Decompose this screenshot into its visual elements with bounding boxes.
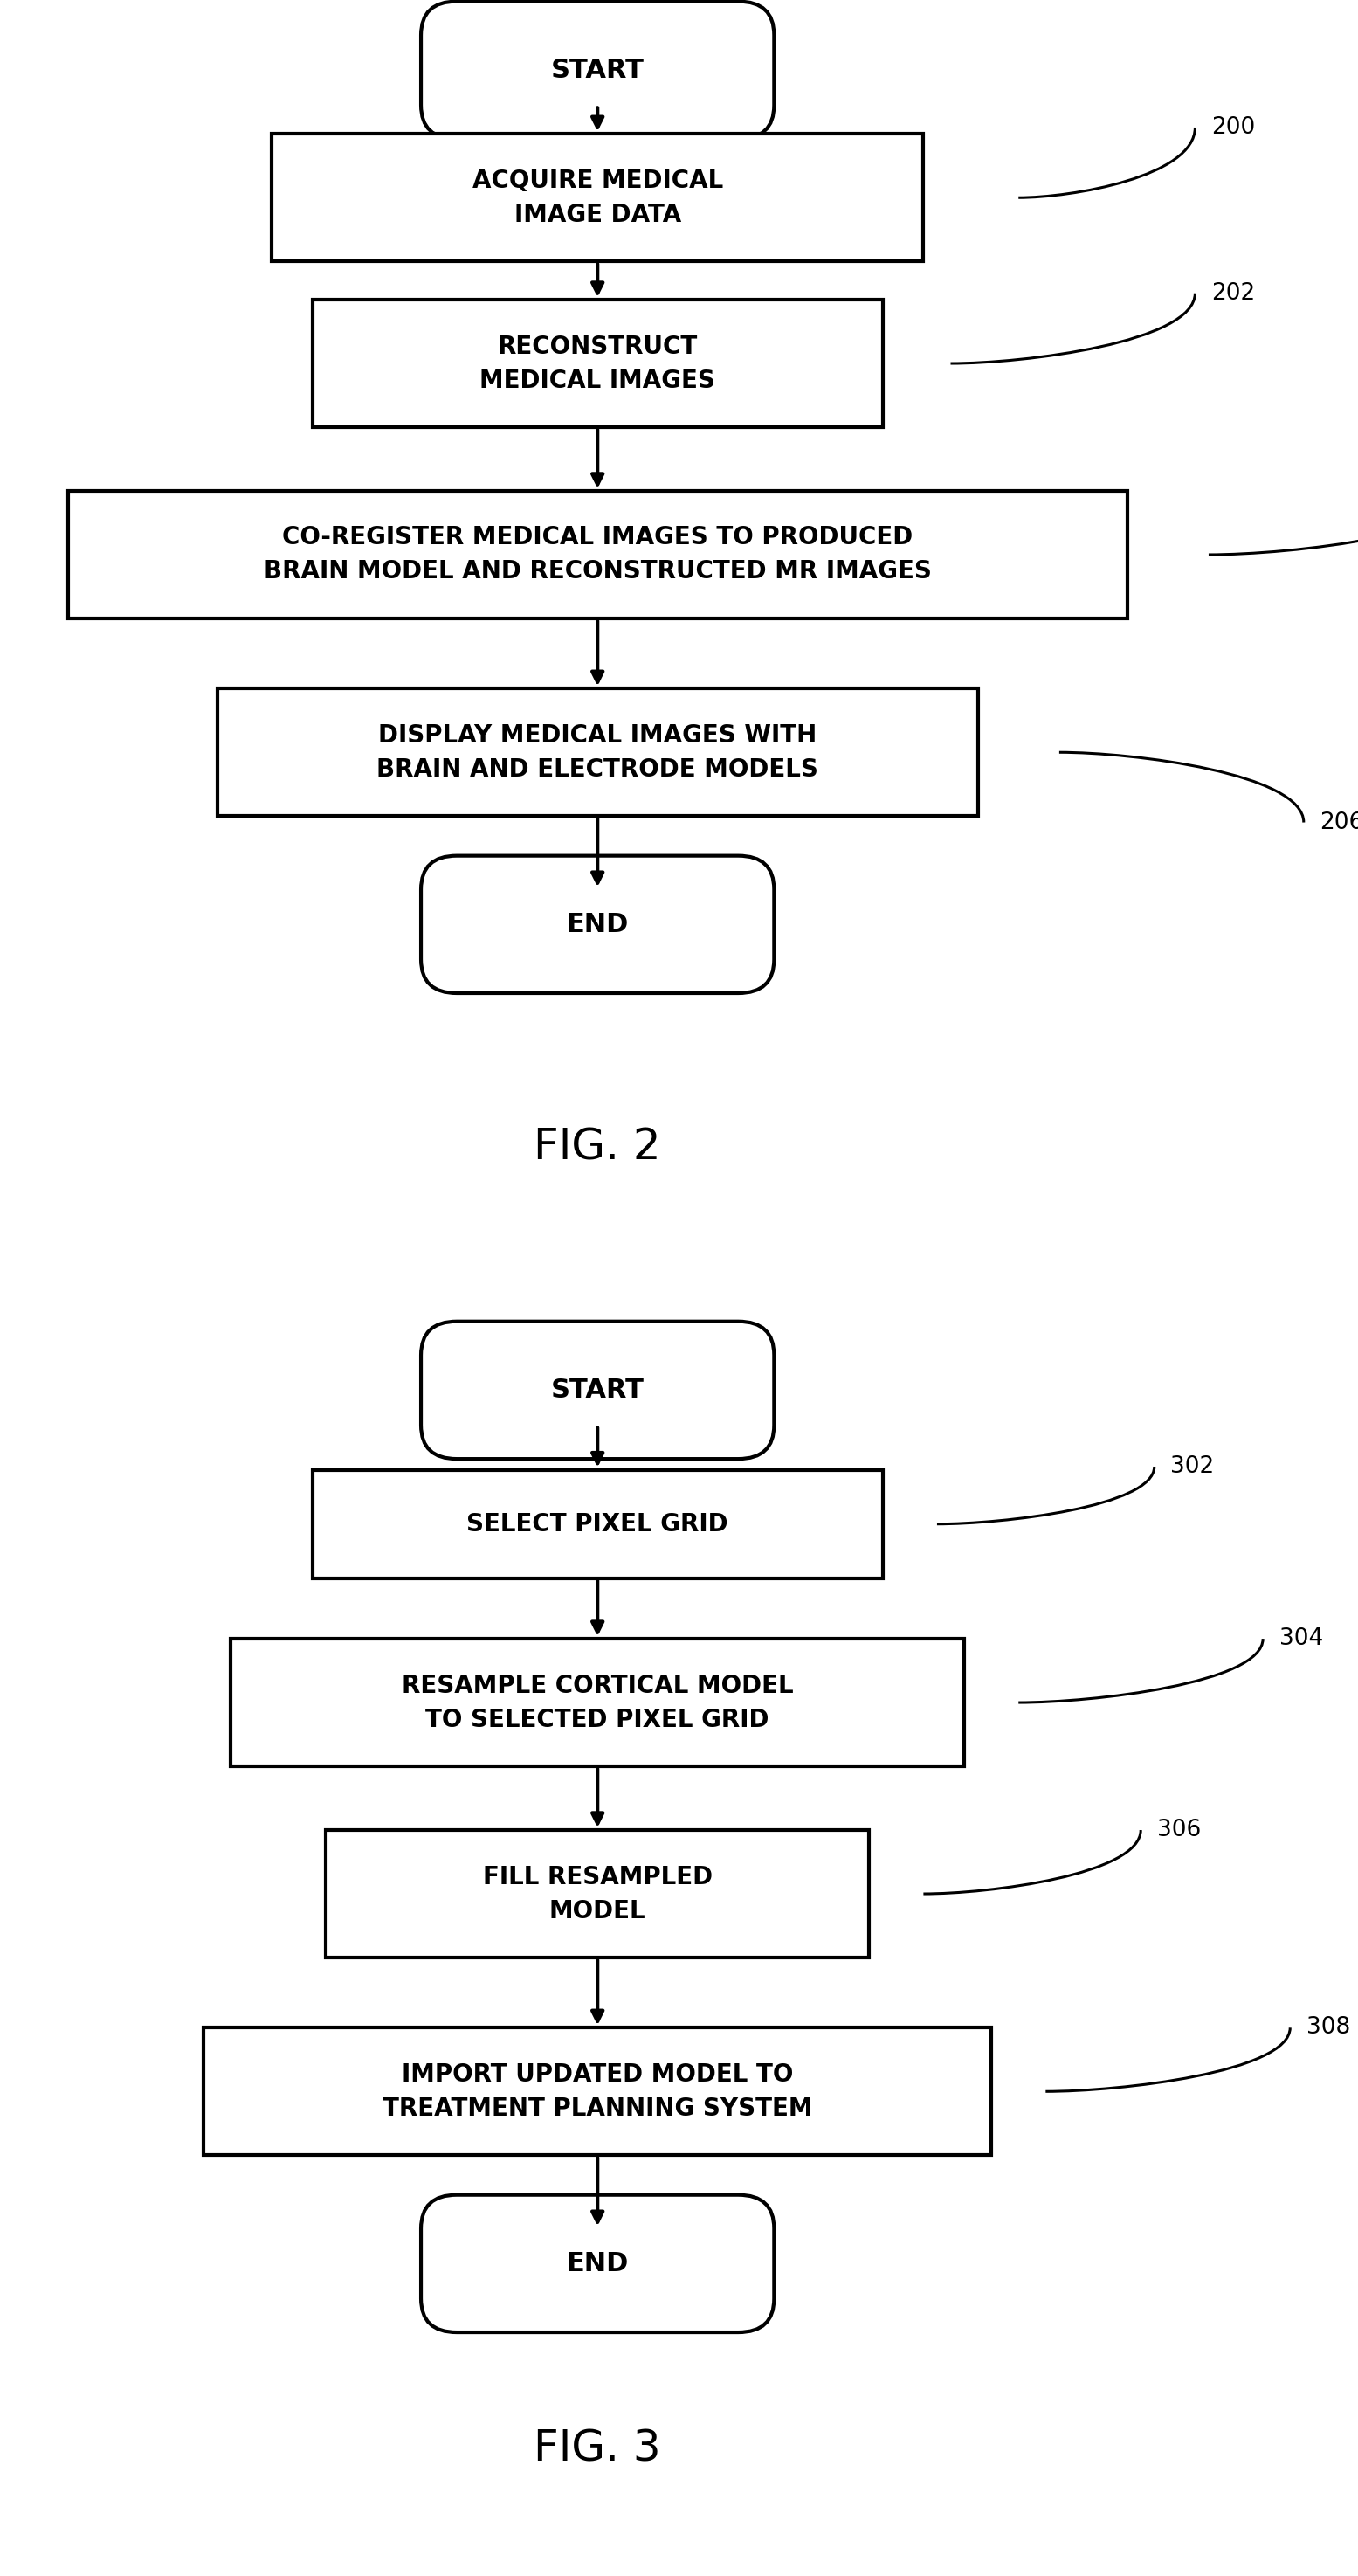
Text: END: END	[566, 2251, 629, 2277]
Text: 206: 206	[1320, 811, 1358, 835]
FancyBboxPatch shape	[421, 2195, 774, 2331]
Text: 308: 308	[1306, 2017, 1350, 2040]
Bar	[204, 2027, 991, 2156]
Text: 200: 200	[1211, 116, 1255, 139]
Bar	[272, 134, 923, 260]
Text: START: START	[551, 57, 644, 82]
Text: DISPLAY MEDICAL IMAGES WITH
BRAIN AND ELECTRODE MODELS: DISPLAY MEDICAL IMAGES WITH BRAIN AND EL…	[376, 724, 819, 781]
FancyBboxPatch shape	[421, 3, 774, 139]
Text: 306: 306	[1157, 1819, 1200, 1842]
Text: RECONSTRUCT
MEDICAL IMAGES: RECONSTRUCT MEDICAL IMAGES	[479, 335, 716, 392]
Bar	[326, 1829, 869, 1958]
Bar	[217, 688, 978, 817]
Text: CO-REGISTER MEDICAL IMAGES TO PRODUCED
BRAIN MODEL AND RECONSTRUCTED MR IMAGES: CO-REGISTER MEDICAL IMAGES TO PRODUCED B…	[263, 526, 932, 585]
Text: 302: 302	[1171, 1455, 1214, 1479]
Text: FIG. 2: FIG. 2	[534, 1126, 661, 1170]
FancyBboxPatch shape	[421, 1321, 774, 1458]
Text: FIG. 3: FIG. 3	[534, 2427, 661, 2470]
Text: SELECT PIXEL GRID: SELECT PIXEL GRID	[467, 1512, 728, 1535]
Bar	[231, 1638, 964, 1767]
Bar	[68, 492, 1127, 618]
Text: IMPORT UPDATED MODEL TO
TREATMENT PLANNING SYSTEM: IMPORT UPDATED MODEL TO TREATMENT PLANNI…	[383, 2063, 812, 2120]
FancyBboxPatch shape	[421, 855, 774, 994]
Text: ACQUIRE MEDICAL
IMAGE DATA: ACQUIRE MEDICAL IMAGE DATA	[473, 167, 722, 227]
Text: FILL RESAMPLED
MODEL: FILL RESAMPLED MODEL	[482, 1865, 713, 1924]
Text: START: START	[551, 1378, 644, 1404]
Bar	[312, 1471, 883, 1579]
Text: 304: 304	[1279, 1628, 1323, 1651]
Text: 202: 202	[1211, 281, 1255, 304]
Text: END: END	[566, 912, 629, 938]
Bar	[312, 299, 883, 428]
Text: RESAMPLE CORTICAL MODEL
TO SELECTED PIXEL GRID: RESAMPLE CORTICAL MODEL TO SELECTED PIXE…	[402, 1674, 793, 1731]
